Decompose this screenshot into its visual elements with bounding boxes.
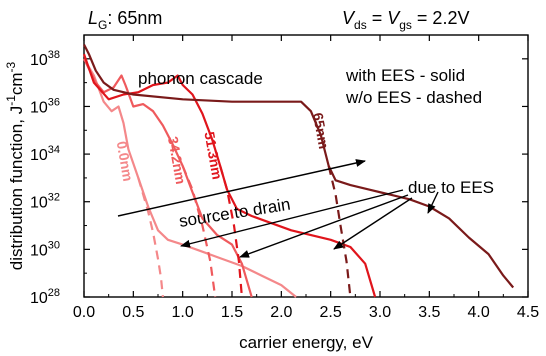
curve-label-51.3nm: 51.3nm [201,130,225,180]
y-axis-title: distribution function, J-1cm-3 [4,61,26,270]
x-tick-label: 0.5 [122,304,144,321]
legend-without-ees: w/o EES - dashed [345,88,482,107]
y-tick-label: 1030 [30,239,60,259]
source-to-drain-arrow [117,159,366,217]
y-tick-label: 1028 [30,287,60,307]
x-tick-label: 3.0 [369,304,391,321]
x-tick-label: 1.5 [221,304,243,321]
series-dashed-34.2nm [181,165,217,298]
x-axis: 0.0 0.5 1.0 1.5 2.0 2.5 3.0 3.5 4.0 4.5 [73,35,539,321]
curve-label-0.0nm: 0.0nm [114,140,137,183]
header-right: Vds = Vgs = 2.2V [342,8,469,32]
curve-label-65nm: 65nm [310,111,332,150]
header-left: LG: 65nm [88,8,162,32]
series-layer [82,43,515,298]
y-tick-label: 1038 [30,49,60,69]
curve-label-34.2nm: 34.2nm [165,135,189,185]
annotation-due-to-ees: due to EES [408,178,494,197]
legend-with-ees: with EES - solid [345,66,465,85]
x-tick-label: 2.0 [270,304,292,321]
x-tick-label: 4.0 [468,304,490,321]
series-solid-65nm [83,43,515,289]
series-dashed-0.0nm [137,177,164,298]
annotation-phonon-cascade: phonon cascade [138,69,263,88]
x-tick-label: 1.0 [172,304,194,321]
series-solid-51.3nm [82,53,377,298]
ees-arrow-3 [333,197,413,250]
y-tick-label: 1036 [30,96,60,116]
series-dashed-65nm [327,165,352,298]
ees-arrow-2 [239,194,409,258]
x-tick-label: 3.5 [418,304,440,321]
x-tick-label: 0.0 [73,304,95,321]
x-tick-label: 2.5 [320,304,342,321]
x-tick-label: 4.5 [517,304,539,321]
y-tick-label: 1034 [30,144,60,164]
curve-labels: 0.0nm 34.2nm 51.3nm 65nm [114,111,332,185]
ees-arrow-4 [427,191,439,214]
series-solid-0.0nm [83,58,297,298]
ees-arrow-1 [180,189,404,248]
x-axis-title: carrier energy, eV [239,333,374,352]
y-axis: 1028 1030 1032 1034 1036 1038 [30,49,528,307]
y-tick-label: 1032 [30,192,60,212]
